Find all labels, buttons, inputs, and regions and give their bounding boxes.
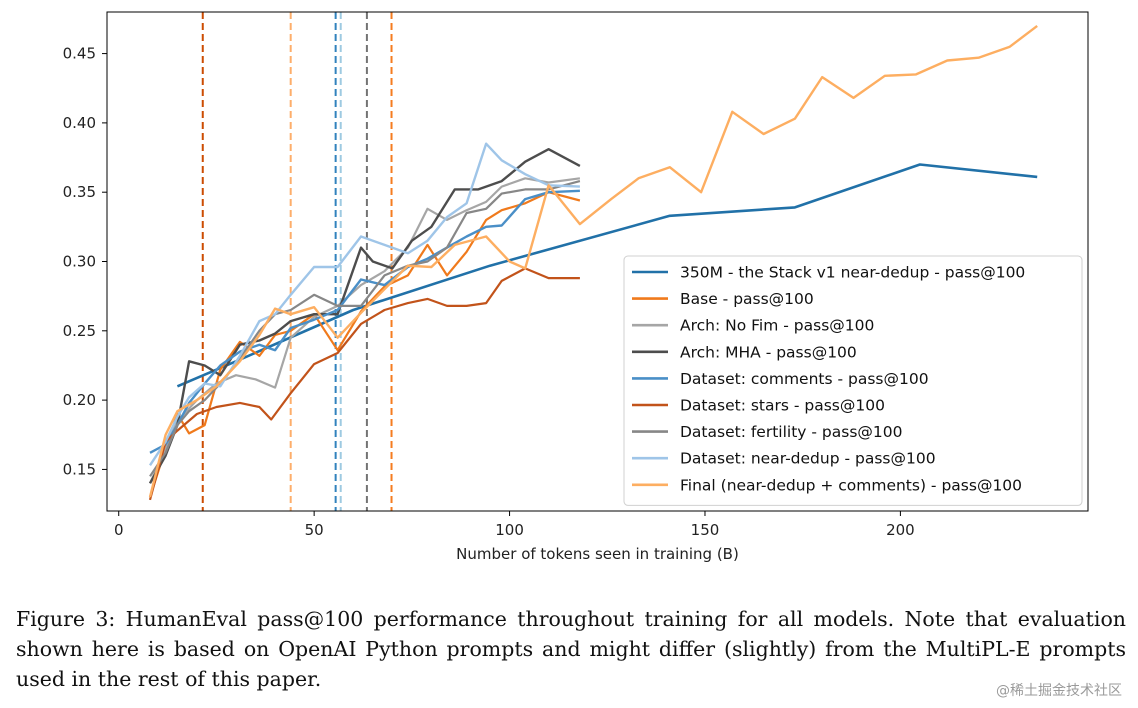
figure-caption: Figure 3: HumanEval pass@100 performance… bbox=[16, 607, 1126, 691]
x-tick-label: 100 bbox=[495, 521, 524, 539]
legend-entry-2: Arch: No Fim - pass@100 bbox=[680, 317, 874, 335]
x-tick-label: 50 bbox=[305, 521, 324, 539]
legend-entry-7: Dataset: near-dedup - pass@100 bbox=[680, 450, 936, 468]
series-line-5 bbox=[148, 267, 580, 501]
y-tick-label: 0.40 bbox=[63, 114, 96, 132]
legend-entry-4: Dataset: comments - pass@100 bbox=[680, 370, 929, 388]
x-axis-ticks: 0 50 100 150 200 bbox=[114, 511, 915, 539]
x-axis-label: Number of tokens seen in training (B) bbox=[456, 545, 739, 563]
y-tick-label: 0.15 bbox=[63, 460, 96, 478]
vertical-reference-lines bbox=[201, 12, 393, 511]
legend-box bbox=[623, 255, 1083, 506]
series-line-4 bbox=[149, 189, 580, 454]
series-line-3 bbox=[148, 147, 581, 484]
series-line-7 bbox=[148, 142, 580, 466]
y-tick-label: 0.20 bbox=[63, 391, 96, 409]
legend-entry-5: Dataset: stars - pass@100 bbox=[680, 397, 885, 415]
y-tick-label: 0.30 bbox=[63, 253, 96, 271]
y-axis-ticks: 0.15 0.20 0.25 0.30 0.35 0.40 0.45 bbox=[63, 45, 107, 478]
series-line-1 bbox=[148, 191, 581, 498]
series-lines bbox=[148, 24, 1038, 501]
x-tick-label: 200 bbox=[886, 521, 915, 539]
x-tick-label: 0 bbox=[114, 521, 124, 539]
legend-entry-0: 350M - the Stack v1 near-dedup - pass@10… bbox=[680, 264, 1025, 282]
series-line-2 bbox=[148, 177, 581, 484]
legend-entry-3: Arch: MHA - pass@100 bbox=[680, 343, 857, 361]
y-tick-label: 0.35 bbox=[63, 183, 96, 201]
y-tick-label: 0.45 bbox=[63, 45, 96, 63]
y-tick-label: 0.25 bbox=[63, 322, 96, 340]
x-tick-label: 150 bbox=[691, 521, 720, 539]
legend: 350M - the Stack v1 near-dedup - pass@10… bbox=[623, 255, 1083, 506]
legend-entry-6: Dataset: fertility - pass@100 bbox=[680, 423, 902, 441]
chart: 0 50 100 150 200 0.15 0.20 0.25 0.30 0.35 0.40 0.4… bbox=[63, 11, 1089, 563]
watermark: @稀土掘金技术社区 bbox=[996, 683, 1122, 699]
legend-entry-8: Final (near-dedup + comments) - pass@100 bbox=[680, 476, 1022, 494]
series-line-8 bbox=[148, 24, 1038, 498]
legend-entry-1: Base - pass@100 bbox=[680, 290, 814, 308]
series-line-6 bbox=[149, 180, 581, 477]
